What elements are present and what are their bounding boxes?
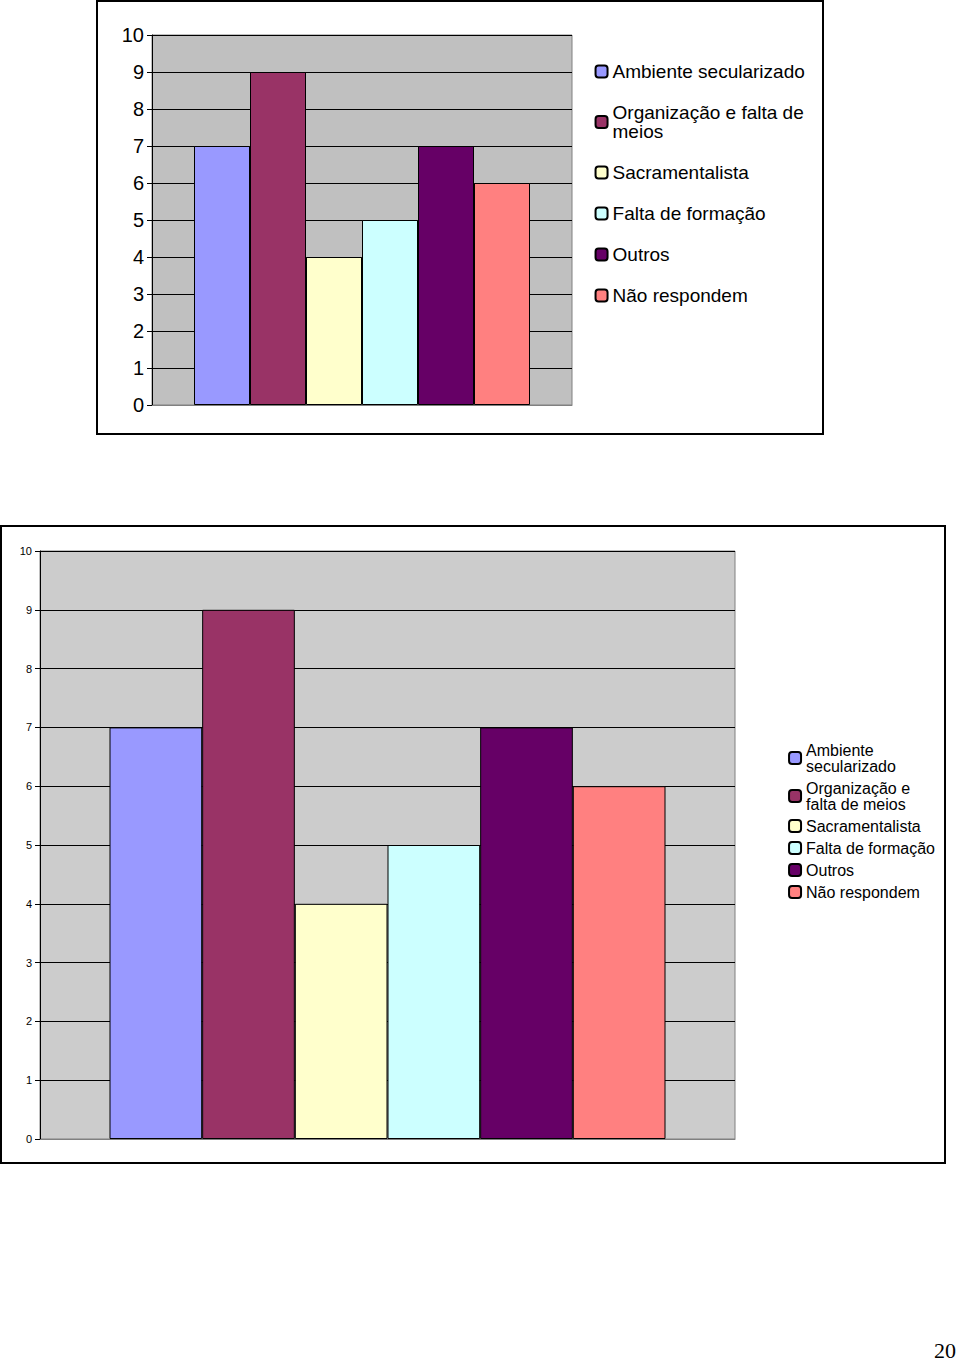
svg-text:7: 7 (133, 135, 144, 157)
svg-text:Sacramentalista: Sacramentalista (806, 818, 921, 835)
svg-text:Ambiente secularizado: Ambiente secularizado (613, 61, 805, 82)
svg-text:Organização e falta de: Organização e falta de (613, 102, 809, 123)
svg-text:Ambiente: Ambiente (806, 742, 878, 759)
svg-text:Sacramentalista: Sacramentalista (613, 162, 750, 183)
svg-text:Outros: Outros (806, 862, 854, 879)
svg-text:meios: meios (613, 121, 664, 142)
svg-text:3: 3 (26, 957, 32, 969)
svg-text:Falta de formação: Falta de formação (613, 203, 766, 224)
svg-text:7: 7 (26, 721, 32, 733)
html-text:20: 20 (934, 1338, 956, 1363)
svg-text:Falta de formação: Falta de formação (806, 840, 935, 857)
svg-text:1: 1 (133, 357, 144, 379)
svg-text:6: 6 (26, 780, 32, 792)
svg-text:Outros: Outros (613, 244, 670, 265)
svg-text:10: 10 (20, 545, 32, 557)
svg-text:2: 2 (26, 1015, 32, 1027)
svg-text:2: 2 (133, 320, 144, 342)
svg-text:1: 1 (26, 1074, 32, 1086)
svg-text:8: 8 (26, 663, 32, 675)
svg-text:4: 4 (26, 898, 32, 910)
svg-text:secularizado: secularizado (806, 758, 896, 775)
svg-text:0: 0 (133, 394, 144, 416)
svg-text:9: 9 (133, 61, 144, 83)
svg-text:9: 9 (26, 604, 32, 616)
svg-text:falta de meios: falta de meios (806, 796, 906, 813)
svg-text:Não respondem: Não respondem (613, 285, 748, 306)
svg-text:8: 8 (133, 98, 144, 120)
svg-text:5: 5 (133, 209, 144, 231)
svg-text:Não respondem: Não respondem (806, 884, 920, 901)
svg-text:Organização e: Organização e (806, 780, 915, 797)
svg-text:6: 6 (133, 172, 144, 194)
svg-text:3: 3 (133, 283, 144, 305)
svg-text:10: 10 (122, 24, 144, 46)
svg-text:4: 4 (133, 246, 144, 268)
svg-text:5: 5 (26, 839, 32, 851)
svg-text:0: 0 (26, 1133, 32, 1145)
